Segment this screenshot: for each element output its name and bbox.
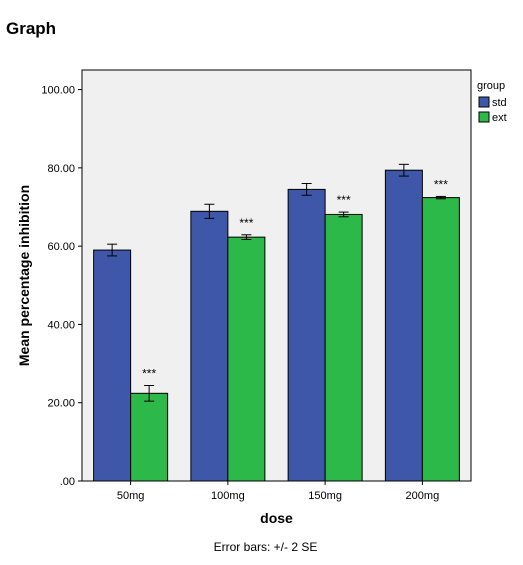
x-tick-label: 50mg (117, 490, 145, 502)
legend-label-ext: ext (492, 112, 507, 124)
significance-label: *** (142, 366, 156, 380)
legend-label-std: std (492, 97, 507, 109)
x-tick-label: 200mg (406, 490, 440, 502)
bar-ext (324, 213, 363, 482)
bar-std (384, 169, 423, 482)
bar-ext (421, 197, 460, 482)
significance-label: *** (434, 177, 448, 191)
output-heading: Graph (6, 19, 57, 38)
legend-swatch-ext (478, 111, 490, 123)
legend-title: group (477, 80, 505, 92)
bar-ext (130, 392, 169, 482)
x-axis-label: dose (260, 510, 293, 526)
significance-label: *** (239, 216, 253, 230)
legend-swatch-std (478, 96, 490, 108)
y-axis-label: Mean percentage inhibition (16, 185, 32, 366)
y-axis: .00 20.00 40.00 60.00 80.00 100.00 (41, 85, 82, 488)
x-tick-label: 150mg (308, 490, 342, 502)
y-tick-label: 40.00 (47, 319, 75, 331)
significance-label: *** (337, 193, 351, 207)
bar-ext (227, 236, 266, 482)
y-tick-label: 80.00 (47, 163, 75, 175)
bar-std (93, 249, 132, 482)
chart-marks: *** *** *** *** (93, 163, 460, 482)
x-tick-label: 100mg (211, 490, 245, 502)
bar-std (190, 210, 229, 482)
y-tick-label: 60.00 (47, 241, 75, 253)
y-tick-label: .00 (60, 476, 75, 488)
error-bars-note: Error bars: +/- 2 SE (213, 540, 318, 554)
y-tick-label: 20.00 (47, 398, 75, 410)
legend: group std ext (477, 80, 507, 124)
y-tick-label: 100.00 (41, 85, 75, 97)
x-axis: 50mg 100mg 150mg 200mg (117, 481, 439, 502)
bar-std (287, 188, 326, 482)
